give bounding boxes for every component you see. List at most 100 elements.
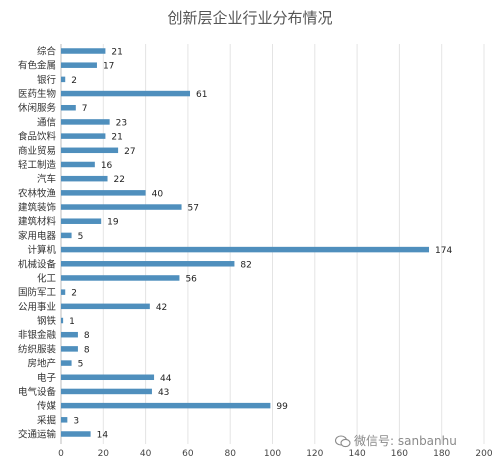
watermark: 微信号: sanbanhu: [335, 432, 457, 449]
bars: [61, 48, 430, 437]
category-label: 通信: [37, 116, 56, 128]
value-label: 7: [82, 104, 88, 114]
bar: [61, 133, 106, 139]
bar: [61, 346, 78, 352]
category-label: 轻工制造: [18, 159, 57, 171]
bar: [61, 374, 155, 381]
value-label: 17: [103, 62, 114, 72]
bar: [61, 119, 110, 125]
value-label: 22: [114, 175, 125, 185]
bar: [61, 246, 430, 253]
value-label: 8: [84, 331, 90, 341]
category-label: 交通运输: [18, 429, 57, 441]
bar: [61, 303, 150, 310]
chart-title: 创新层企业行业分布情况: [167, 9, 332, 27]
bar: [61, 175, 108, 182]
x-tick-label: 20: [98, 449, 110, 459]
bar: [61, 218, 102, 224]
value-label: 3: [73, 416, 79, 426]
category-label: 公用事业: [18, 301, 56, 313]
bar: [61, 431, 91, 437]
x-tick-label: 60: [182, 449, 194, 459]
bar: [61, 76, 66, 83]
x-tick-label: 180: [433, 449, 450, 459]
wechat-icon: [335, 435, 351, 448]
value-label: 21: [111, 48, 122, 58]
category-label: 纺织服装: [18, 343, 57, 355]
x-tick-label: 40: [140, 449, 152, 459]
value-label: 174: [435, 246, 452, 256]
bar: [61, 190, 146, 196]
x-tick-label: 200: [475, 449, 492, 459]
value-label: 2: [71, 289, 77, 299]
value-label: 27: [124, 147, 135, 157]
value-label: 99: [276, 402, 288, 412]
category-label: 商业贸易: [18, 145, 56, 157]
category-labels: 综合有色金属银行医药生物休闲服务通信食品饮料商业贸易轻工制造汽车农林牧渔建筑装饰…: [18, 46, 57, 441]
gridlines: [60, 44, 485, 444]
x-tick-label: 140: [349, 449, 366, 459]
bar: [61, 289, 66, 295]
category-label: 家用电器: [18, 230, 57, 242]
category-label: 采掘: [37, 414, 56, 426]
category-label: 建筑装饰: [18, 202, 56, 214]
value-label: 2: [71, 76, 77, 86]
category-label: 汽车: [37, 173, 56, 185]
bar: [61, 331, 78, 338]
category-label: 传媒: [37, 400, 57, 412]
x-tick-label: 80: [224, 449, 236, 459]
value-label: 44: [160, 374, 172, 384]
category-label: 农林牧渔: [18, 187, 57, 199]
value-label: 16: [101, 161, 113, 171]
category-label: 医药生物: [18, 88, 57, 100]
x-tick-label: 120: [306, 449, 323, 459]
bar: [61, 417, 68, 423]
value-label: 21: [111, 133, 122, 143]
bar: [61, 402, 271, 409]
value-label: 1: [69, 317, 75, 327]
x-tick-label: 0: [58, 449, 64, 459]
value-label: 43: [158, 388, 169, 398]
value-label: 19: [107, 218, 119, 228]
bar: [61, 204, 182, 210]
bar: [61, 161, 95, 168]
value-label: 40: [152, 189, 164, 199]
value-label: 8: [84, 345, 90, 355]
category-label: 电子: [37, 372, 57, 384]
bar: [61, 147, 119, 154]
category-label: 钢铁: [37, 315, 57, 327]
category-label: 电气设备: [18, 386, 57, 398]
bar: [61, 360, 72, 366]
category-label: 机械设备: [18, 258, 57, 270]
watermark-text: 微信号: sanbanhu: [354, 434, 457, 448]
category-label: 有色金属: [18, 60, 56, 72]
category-label: 房地产: [27, 358, 56, 370]
category-label: 非银金融: [18, 329, 57, 341]
category-label: 食品饮料: [18, 131, 57, 143]
value-label: 42: [156, 303, 167, 313]
bar: [61, 232, 72, 239]
value-label: 23: [116, 118, 127, 128]
category-label: 计算机: [27, 244, 56, 256]
value-label: 5: [78, 360, 84, 370]
x-tick-label: 160: [391, 449, 408, 459]
value-label: 14: [97, 431, 109, 441]
value-label: 57: [188, 204, 199, 214]
value-label: 82: [240, 260, 251, 270]
category-label: 银行: [37, 74, 57, 86]
category-label: 综合: [37, 46, 57, 58]
category-label: 建筑材料: [18, 216, 57, 228]
value-label: 56: [185, 274, 197, 284]
bar: [61, 261, 235, 267]
bar: [61, 48, 106, 54]
category-label: 化工: [37, 272, 57, 284]
category-label: 休闲服务: [18, 102, 57, 114]
bar: [61, 90, 191, 97]
value-label: 5: [78, 232, 84, 242]
bar: [61, 104, 76, 111]
x-tick-label: 100: [264, 449, 281, 459]
value-labels: 2117261723212716224057195174825624218854…: [69, 48, 452, 441]
bar: [61, 62, 97, 68]
bar: [61, 317, 64, 324]
